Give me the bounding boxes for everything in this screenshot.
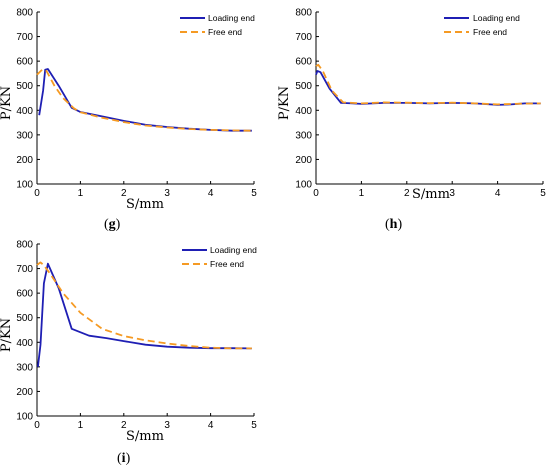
- x-tick-label: 5: [251, 420, 257, 431]
- x-tick-label: 1: [78, 420, 84, 431]
- y-tick-label: 100: [295, 180, 312, 191]
- plot-area: 100 200 300 400 500 600 700 800 0 1 2 3 4 5: [16, 240, 257, 432]
- series-line-free-end: [36, 261, 252, 350]
- series-line-loading-end: [37, 262, 252, 368]
- y-tick-label: 700: [16, 32, 33, 43]
- y-tick-label: 800: [295, 8, 312, 19]
- series-line-loading-end: [315, 70, 541, 106]
- legend-label-loading: Loading end: [210, 245, 257, 255]
- y-tick-label: 500: [16, 313, 33, 324]
- y-axis-label: P/KN: [277, 86, 292, 120]
- y-tick-label: 600: [16, 57, 33, 68]
- x-tick-label: 1: [359, 188, 365, 199]
- y-tick-label: 100: [16, 412, 33, 423]
- x-tick-label: 4: [495, 188, 501, 199]
- y-tick-label: 400: [16, 106, 33, 117]
- x-tick-label: 0: [34, 420, 40, 431]
- x-tick-label: 0: [34, 188, 40, 199]
- x-tick-label: 3: [164, 420, 170, 431]
- x-tick-label: 2: [121, 420, 127, 431]
- y-tick-label: 400: [295, 106, 312, 117]
- x-axis-label: S/mm: [126, 197, 164, 212]
- chart-panel-i: 100 200 300 400 500 600 700 800 0 1 2 3 4 5 Loading e…: [0, 240, 257, 467]
- y-tick-label: 300: [295, 130, 312, 141]
- y-tick-label: 200: [16, 387, 33, 398]
- x-tick-label: 4: [208, 420, 214, 431]
- y-tick-label: 300: [16, 130, 33, 141]
- panel-label-h: (h): [385, 217, 402, 232]
- plot-area: 100 200 300 400 500 600 700 800 0 1 2 3 4 5: [295, 8, 546, 200]
- y-tick-label: 600: [295, 57, 312, 68]
- legend-label-free: Free end: [210, 259, 244, 269]
- x-tick-label: 2: [404, 188, 410, 199]
- series-line-loading-end: [38, 68, 252, 132]
- series-line-free-end: [315, 63, 541, 106]
- plot-area: 100 200 300 400 500 600 700 800 0 1 2 3 4 5: [16, 8, 257, 200]
- y-tick-label: 400: [16, 338, 33, 349]
- series-line-free-end: [36, 68, 252, 132]
- y-tick-label: 500: [16, 81, 33, 92]
- x-tick-label: 3: [449, 188, 455, 199]
- y-tick-label: 800: [16, 8, 33, 19]
- y-axis-label: P/KN: [0, 318, 14, 352]
- legend-label-loading: Loading end: [208, 13, 255, 23]
- x-tick-label: 3: [164, 188, 170, 199]
- legend-label-loading: Loading end: [473, 13, 520, 23]
- y-tick-label: 300: [16, 362, 33, 373]
- legend-label-free: Free end: [473, 27, 507, 37]
- y-tick-label: 800: [16, 240, 33, 251]
- y-tick-label: 200: [16, 155, 33, 166]
- chart-panel-h: 100 200 300 400 500 600 700 800 0 1 2 3 4 5 Loading e…: [277, 8, 546, 233]
- y-tick-label: 600: [16, 289, 33, 300]
- y-axis-label: P/KN: [0, 86, 14, 120]
- y-tick-label: 200: [295, 155, 312, 166]
- y-tick-label: 500: [295, 81, 312, 92]
- chart-panel-g: 100 200 300 400 500 600 700 800 0 1 2 3 4 5 Loading e…: [0, 8, 257, 233]
- y-tick-label: 700: [295, 32, 312, 43]
- legend-label-free: Free end: [208, 27, 242, 37]
- x-tick-label: 5: [251, 188, 257, 199]
- panel-label-i: (i): [117, 451, 131, 466]
- y-tick-label: 700: [16, 264, 33, 275]
- x-tick-label: 1: [78, 188, 84, 199]
- x-tick-label: 0: [313, 188, 319, 199]
- y-tick-label: 100: [16, 180, 33, 191]
- x-tick-label: 4: [208, 188, 214, 199]
- x-tick-label: 5: [540, 188, 546, 199]
- x-tick-label: 2: [121, 188, 127, 199]
- x-axis-label: S/mm: [126, 429, 164, 444]
- panel-label-g: (g): [104, 217, 121, 232]
- x-axis-label: S/mm: [412, 187, 450, 202]
